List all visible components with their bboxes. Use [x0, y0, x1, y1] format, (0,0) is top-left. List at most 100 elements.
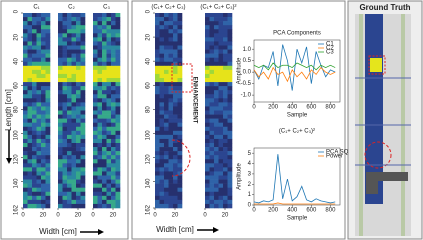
heatmap-cell — [111, 191, 116, 197]
heatmap-cell — [36, 17, 42, 22]
heatmap-cell — [97, 175, 103, 180]
heatmap-cell — [214, 57, 219, 63]
heatmap-cell — [111, 175, 116, 180]
heatmap-cell — [218, 151, 224, 156]
heatmap-cell — [223, 151, 228, 156]
heatmap-cell — [41, 179, 46, 184]
heatmap-cell — [102, 122, 107, 128]
heatmap-cell — [71, 118, 77, 123]
heatmap-cell — [41, 53, 46, 58]
heatmap-cell — [214, 78, 219, 83]
heatmap-cell — [93, 61, 98, 67]
heatmap-cell — [106, 98, 112, 103]
heatmap-cell — [164, 37, 169, 42]
heatmap-cell — [67, 163, 72, 168]
chart-title: (C₁+ C₂+ C₃)² — [279, 129, 315, 135]
heatmap-cell — [58, 151, 63, 156]
heatmap-cell — [27, 110, 33, 115]
heatmap-cell — [115, 21, 121, 26]
heatmap-cell — [41, 175, 46, 180]
heatmap-cell — [45, 61, 51, 67]
heatmap-cell — [115, 179, 121, 184]
heatmap-cell — [93, 191, 98, 197]
heatmap-cell — [32, 25, 37, 30]
heatmap-cell — [227, 82, 233, 87]
heatmap-cell — [23, 179, 28, 184]
heatmap-cell — [173, 110, 178, 115]
heatmap-cell — [80, 114, 86, 119]
heatmap-cell — [62, 61, 68, 67]
heatmap-cell — [36, 114, 42, 119]
heatmap-cell — [111, 155, 116, 160]
heatmap-cell — [93, 25, 98, 30]
heatmap-cell — [32, 179, 37, 184]
heatmap-cell — [45, 147, 51, 152]
heatmap-cell — [111, 118, 116, 123]
heatmap-cell — [111, 33, 116, 38]
heatmap-cell — [115, 17, 121, 22]
heatmap-cell — [227, 29, 233, 34]
heatmap-cell — [71, 73, 77, 79]
heatmap-cell — [227, 134, 233, 140]
heatmap-cell — [214, 151, 219, 156]
heatmap-cell — [32, 61, 37, 67]
heatmap-cell — [159, 130, 165, 136]
heatmap-cell — [97, 134, 103, 140]
heatmap-cell — [23, 147, 28, 152]
heatmap-cell — [223, 49, 228, 54]
heatmap-cell — [177, 73, 183, 79]
heatmap-cell — [102, 171, 107, 176]
heatmap-cell — [27, 191, 33, 197]
heatmap-cell — [102, 106, 107, 111]
heatmap-cell — [177, 179, 183, 184]
heatmap-cell — [41, 61, 46, 67]
heatmap-cell — [32, 69, 37, 75]
heatmap-cell — [102, 138, 107, 144]
heatmap-cell — [76, 159, 81, 164]
heatmap-cell — [223, 73, 228, 79]
x-axis-label: Width [cm] — [156, 225, 194, 234]
heatmap-cell — [106, 126, 112, 132]
heatmap-cell — [164, 195, 169, 201]
x-tick-label: 0 — [252, 208, 256, 214]
heatmap-cell — [106, 82, 112, 87]
heatmap-cell — [155, 130, 160, 136]
heatmap-cell — [209, 199, 215, 205]
heatmap-cell — [214, 171, 219, 176]
heatmap-cell — [93, 179, 98, 184]
heatmap-cell — [227, 78, 233, 83]
heatmap-cell — [97, 41, 103, 46]
heatmap-cell — [27, 147, 33, 152]
heatmap-cell — [45, 195, 51, 201]
heatmap-cell — [159, 191, 165, 197]
heatmap-cell — [111, 126, 116, 132]
heatmap-cell — [209, 45, 215, 50]
x-tick-label: 600 — [306, 208, 317, 214]
heatmap-cell — [173, 122, 178, 128]
heatmap-cell — [106, 90, 112, 95]
heatmap-cell — [36, 163, 42, 168]
heatmap-cell — [218, 61, 224, 67]
heatmap-cell — [209, 69, 215, 75]
heatmap-cell — [205, 86, 210, 91]
heatmap-cell — [227, 21, 233, 26]
heatmap-cell — [23, 33, 28, 38]
heatmap-cell — [177, 151, 183, 156]
heatmap-cell — [97, 57, 103, 63]
heatmap-cell — [97, 25, 103, 30]
heatmap-cell — [111, 94, 116, 99]
heatmap-cell — [168, 171, 174, 176]
heatmap-cell — [45, 45, 51, 50]
heatmap-cell — [27, 155, 33, 160]
heatmap-cell — [93, 90, 98, 95]
heatmap-cell — [209, 90, 215, 95]
y-tick-label: 120 — [146, 154, 152, 165]
heatmap-cell — [41, 41, 46, 46]
heatmap-cell — [27, 17, 33, 22]
heatmap-cell — [111, 183, 116, 188]
heatmap-cell — [36, 53, 42, 58]
heatmap-cell — [223, 147, 228, 152]
heatmap-cell — [93, 106, 98, 111]
heatmap-cell — [93, 159, 98, 164]
heatmap-cell — [227, 175, 233, 180]
